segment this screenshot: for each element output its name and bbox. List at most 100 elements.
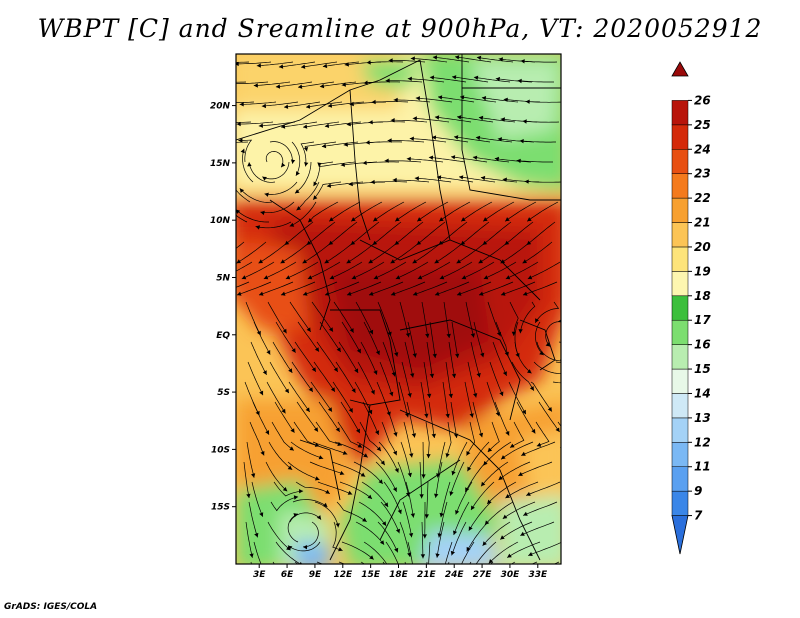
streamline-arrow <box>281 291 286 296</box>
streamline-arrow <box>328 240 334 245</box>
streamline-arrow <box>454 590 458 595</box>
colorbar-segment <box>671 222 689 248</box>
streamline-arrow <box>434 259 439 264</box>
streamline-arrow <box>467 466 472 472</box>
streamline-arrow <box>266 350 271 355</box>
streamline <box>337 421 363 448</box>
streamline <box>372 201 405 222</box>
streamline <box>464 461 487 493</box>
streamline <box>351 261 385 280</box>
streamline-arrow <box>249 553 254 558</box>
streamline <box>355 301 374 335</box>
streamline <box>520 60 558 63</box>
colorbar-label: 22 <box>694 191 711 205</box>
streamline <box>500 281 536 296</box>
streamline-arrow <box>390 118 395 123</box>
streamline-arrow <box>476 55 482 61</box>
streamline-arrow <box>241 275 247 280</box>
streamline-arrow <box>394 352 399 357</box>
streamline <box>437 96 475 103</box>
streamline <box>372 221 402 246</box>
streamline-arrow <box>521 451 526 456</box>
streamline-arrow <box>329 275 335 280</box>
streamline-arrow <box>452 75 457 80</box>
streamline-arrow <box>411 433 417 438</box>
streamline-arrow <box>393 450 397 456</box>
streamline-arrow <box>262 176 267 181</box>
streamline <box>328 221 358 246</box>
streamline-arrow <box>294 584 299 588</box>
streamline <box>456 281 492 296</box>
streamline-arrow <box>313 195 318 200</box>
streamline <box>451 521 467 556</box>
streamline <box>435 461 443 498</box>
streamline <box>434 241 465 264</box>
streamline-arrow <box>288 368 293 373</box>
streamline <box>489 361 504 397</box>
streamline-arrow <box>282 328 287 334</box>
streamline-arrow <box>236 61 239 67</box>
streamline <box>525 101 561 103</box>
streamline-arrow <box>487 499 492 504</box>
streamline-arrow <box>519 139 524 144</box>
streamline-arrow <box>240 148 245 154</box>
streamline <box>390 281 426 296</box>
streamline <box>453 136 491 143</box>
streamline <box>379 361 393 397</box>
streamline <box>251 481 264 517</box>
streamline-arrow <box>472 155 478 160</box>
streamline-arrow <box>455 353 460 358</box>
streamline <box>399 301 410 338</box>
streamline <box>280 281 316 296</box>
streamline <box>393 99 431 103</box>
streamline <box>406 158 444 163</box>
streamline <box>287 513 299 543</box>
colorbar-segment <box>671 417 689 443</box>
streamline-arrow <box>327 103 333 108</box>
streamline-arrow <box>376 446 381 452</box>
streamline <box>401 361 411 398</box>
streamline-arrow <box>308 218 313 223</box>
streamline-arrow <box>284 388 289 394</box>
streamline <box>294 161 312 194</box>
streamline <box>272 341 293 374</box>
streamline <box>520 521 555 536</box>
streamline <box>417 261 451 280</box>
streamline-arrow <box>327 407 332 412</box>
streamline <box>368 281 404 296</box>
streamline-arrow <box>368 120 373 125</box>
streamline <box>339 481 373 500</box>
streamline <box>454 56 492 63</box>
streamline <box>402 501 413 538</box>
streamline <box>426 341 433 379</box>
streamline <box>368 121 406 123</box>
streamline <box>405 481 414 518</box>
streamline <box>357 361 375 395</box>
streamline <box>475 136 513 143</box>
streamline <box>302 521 319 548</box>
streamline-arrow <box>287 545 293 550</box>
streamline-arrow <box>438 95 443 100</box>
streamline-arrow <box>384 502 389 507</box>
streamline <box>236 209 269 223</box>
streamline <box>331 461 366 477</box>
streamline <box>522 241 553 264</box>
streamline-arrow <box>281 162 286 168</box>
streamline <box>390 119 428 123</box>
streamline-arrow <box>341 82 346 87</box>
streamline-arrow <box>495 76 500 82</box>
streamline <box>526 481 561 496</box>
streamline-arrow <box>391 291 396 296</box>
streamline-arrow <box>238 138 243 143</box>
streamline-arrow <box>471 505 475 510</box>
streamline-arrow <box>293 495 299 500</box>
streamline-arrow <box>313 427 318 432</box>
streamline-arrow <box>527 275 533 280</box>
streamline-arrow <box>387 138 392 143</box>
streamline-arrow <box>213 60 217 64</box>
streamline <box>521 441 556 456</box>
streamline <box>267 521 291 551</box>
streamline-arrow <box>416 240 422 245</box>
streamline <box>304 141 337 152</box>
streamline <box>385 541 399 564</box>
